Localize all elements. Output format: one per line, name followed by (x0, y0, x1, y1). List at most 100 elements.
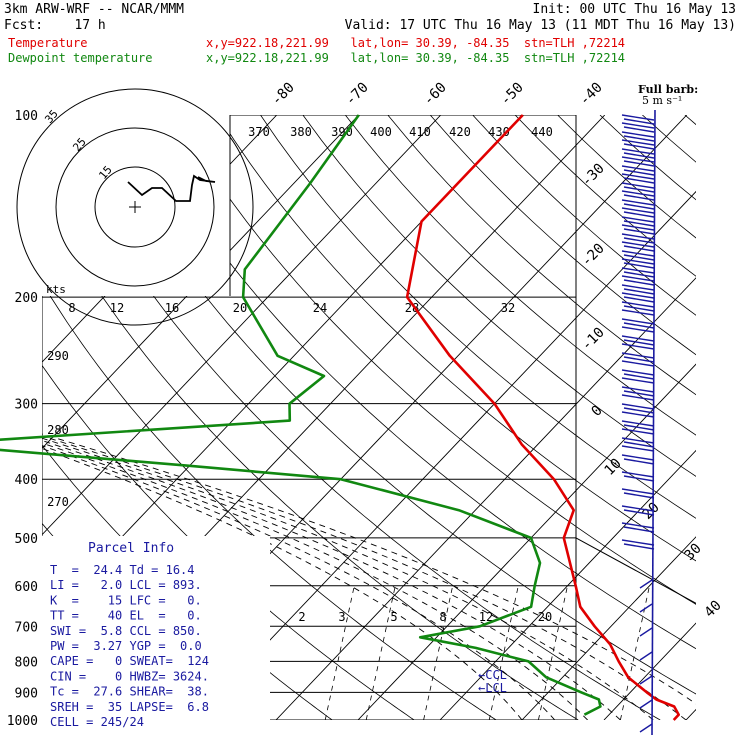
moist-adiabat-30 (42, 435, 687, 720)
mixing-ratio-2 (324, 585, 355, 720)
dewpoint-line (0, 114, 602, 716)
hodograph-background (42, 115, 230, 296)
wind-barbs: Full barb:5 m s⁻¹ (621, 83, 698, 736)
isotherm-20 (603, 622, 696, 720)
barb-flag (623, 169, 655, 176)
barb-flag (623, 305, 655, 312)
barb-flag (623, 177, 655, 184)
parcel-info-row: TT = 40 EL = 0. (50, 609, 202, 623)
temperature-line (405, 114, 680, 721)
isotherm-label--50: -50 (498, 80, 527, 109)
barb-flag (621, 403, 655, 410)
skew-boundary (575, 537, 696, 604)
parcel-info-row: CIN = 0 HWBZ= 3624. (50, 669, 209, 683)
barb-flag (621, 522, 655, 529)
barb-flag (623, 458, 655, 465)
barb-flag (621, 258, 655, 265)
barb-key-title: Full barb: (638, 83, 698, 96)
barb-flag (621, 445, 655, 452)
pressure-label-1000: 1000 (7, 714, 38, 729)
dry-adiabat-340 (217, 115, 696, 562)
barb-key-unit: 5 m s⁻¹ (642, 94, 682, 107)
barb-flag (621, 114, 655, 121)
mixing-ratio-label-3: 3 (338, 610, 345, 624)
moist-adiabat-22 (42, 440, 621, 720)
barb-flag (621, 360, 655, 367)
pressure-label-200: 200 (15, 291, 38, 306)
barb-flag (623, 220, 655, 227)
barb-flag (621, 275, 655, 282)
barb-flag (621, 454, 655, 461)
mixing-ratio-label-20: 20 (538, 610, 552, 624)
isotherm-label-30: 30 (682, 541, 705, 564)
background-grid (42, 115, 740, 720)
dry-adiabat-310 (90, 115, 696, 695)
barb-flag (621, 207, 655, 214)
barb-flag (623, 211, 655, 218)
dry-adiabat-450 (684, 115, 696, 126)
barb-flag (639, 579, 653, 589)
theta-label-400: 400 (370, 125, 392, 139)
isotherm-label--70: -70 (343, 80, 372, 109)
barb-flag (621, 420, 655, 427)
dry-adiabat-350 (260, 115, 696, 519)
mixing-ratio-label-5: 5 (390, 610, 397, 624)
barb-flag (621, 301, 655, 308)
barb-flag (621, 505, 655, 512)
dry-adiabat-370 (344, 115, 696, 436)
barb-flag (621, 352, 655, 359)
barb-flag (623, 526, 655, 533)
barb-flag (623, 126, 655, 133)
hodograph-axis-tick-32: 32 (501, 301, 515, 315)
isotherm--30 (193, 190, 696, 720)
pressure-label-900: 900 (15, 686, 38, 701)
barb-flag (621, 488, 655, 495)
barb-flag (621, 377, 655, 384)
barb-flag (621, 224, 655, 231)
init-time: Init: 00 UTC Thu 16 May 13 (532, 2, 737, 17)
pressure-label-300: 300 (15, 398, 38, 413)
barb-flag (621, 292, 655, 299)
theta-label-370: 370 (248, 125, 270, 139)
parcel-info-box: Parcel Info T = 24.4 Td = 16.4LI = 2.0 LC… (42, 536, 270, 729)
isotherm-0 (439, 449, 696, 720)
isotherm-label--80: -80 (269, 80, 298, 109)
barb-flag (621, 173, 655, 180)
barb-flag (621, 250, 655, 257)
parcel-info-row: K = 15 LFC = 0. (50, 593, 202, 607)
barb-flag (621, 394, 655, 401)
mixing-ratio-20 (620, 585, 650, 720)
hodograph-axis-tick-24: 24 (313, 301, 327, 315)
isotherm-label--60: -60 (421, 80, 450, 109)
barb-flag (623, 228, 655, 235)
barb-flag (621, 165, 655, 172)
theta-label-380: 380 (290, 125, 312, 139)
parcel-info-row: SWI = 5.8 CCL = 850. (50, 624, 202, 638)
mixing-ratio-label-8: 8 (439, 610, 446, 624)
parcel-info-row: T = 24.4 Td = 16.4 (50, 563, 195, 577)
isotherm-label--10: -10 (579, 325, 608, 354)
barb-flag (621, 386, 655, 393)
ccl-marker: ←CCL (478, 668, 507, 682)
barb-flag (623, 254, 655, 261)
barb-flag (623, 475, 655, 482)
hodograph-ring-35 (16, 88, 254, 326)
header-block: 3km ARW-WRF -- NCAR/MMM Init: 00 UTC Thu… (0, 0, 740, 70)
isotherm--20 (275, 277, 696, 720)
dry-adiabat-460 (727, 115, 740, 720)
parcel-info-row: CELL = 245/24 (50, 715, 144, 729)
barb-flag (639, 603, 653, 613)
theta-label-420: 420 (449, 125, 471, 139)
isotherm-label--40: -40 (577, 80, 606, 109)
valid-time: Valid: 17 UTC Thu 16 May 13 (11 MDT Thu … (344, 18, 736, 33)
barb-flag (621, 539, 655, 546)
barb-flag (623, 356, 655, 363)
barb-flag (621, 326, 655, 333)
theta-label-290: 290 (47, 349, 69, 363)
barb-flag (623, 186, 655, 193)
isotherm-label-40: 40 (702, 598, 725, 621)
barb-flag (621, 139, 655, 146)
barb-flag (621, 343, 655, 350)
barb-flag (623, 543, 655, 550)
